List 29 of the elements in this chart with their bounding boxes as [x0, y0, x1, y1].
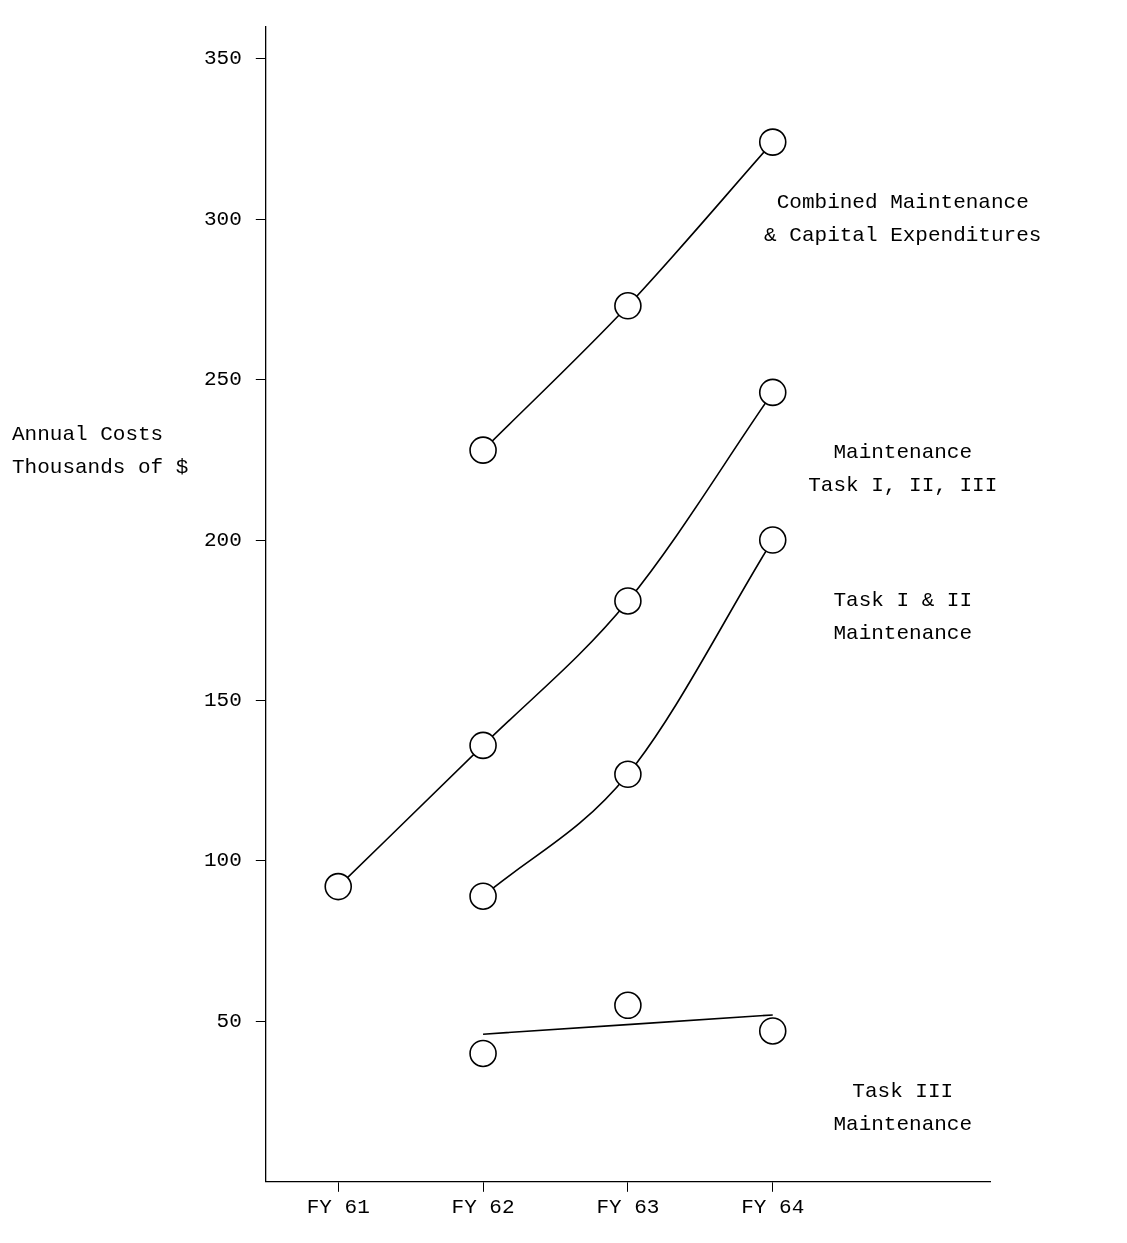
point	[614, 587, 642, 615]
y-tick-label: 150	[203, 689, 242, 713]
y-tick-label: 250	[203, 368, 242, 392]
point	[614, 291, 642, 320]
x-tick-label: FY 63	[596, 1195, 660, 1219]
point	[469, 882, 497, 911]
point	[614, 991, 642, 1020]
y-tick-label: 50	[216, 1009, 242, 1033]
text: Maintenance Task I, II, III	[808, 440, 998, 497]
point	[758, 1017, 787, 1045]
y-axis-title: Annual Costs Thousands of $	[12, 422, 190, 481]
x-tick-label: FY 61	[306, 1195, 370, 1219]
y-tick-label: 300	[203, 207, 242, 231]
text: Task III Maintenance	[833, 1079, 973, 1136]
text: Task I & II Maintenance	[833, 588, 973, 645]
x-tick-label: FY 64	[741, 1195, 805, 1219]
point	[758, 526, 787, 554]
point	[469, 1039, 497, 1068]
series-label: Combined Maintenance & Capital Expenditures	[764, 190, 1042, 247]
x-tick-label: FY 62	[451, 1195, 515, 1219]
point	[758, 128, 787, 156]
point	[324, 872, 353, 901]
point	[758, 378, 787, 407]
y-tick-label: 200	[203, 528, 242, 552]
point	[614, 760, 642, 789]
y-tick-label: 350	[203, 47, 242, 71]
point	[469, 731, 497, 760]
point	[469, 436, 497, 464]
y-tick-label: 100	[203, 849, 242, 873]
